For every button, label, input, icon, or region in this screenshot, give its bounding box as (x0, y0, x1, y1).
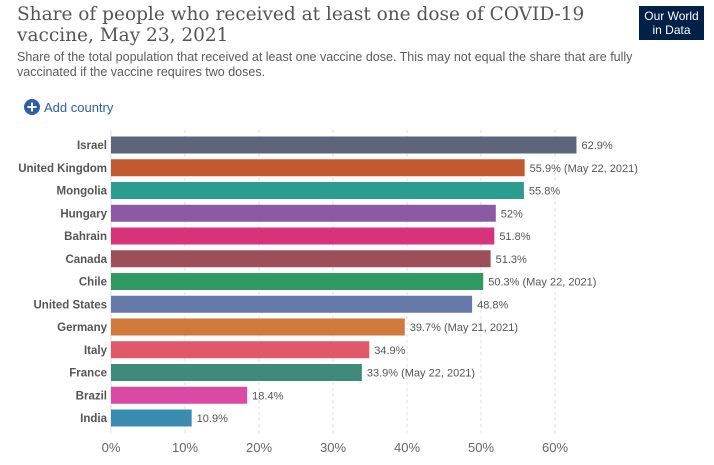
category-label: Chile (79, 277, 107, 289)
logo-line-2: in Data (652, 23, 691, 37)
value-label: 18.4% (252, 390, 283, 402)
bar-chile (111, 273, 484, 290)
x-tick-label: 20% (246, 440, 272, 455)
value-label: 55.8% (529, 186, 560, 198)
value-label: 33.9% (May 22, 2021) (367, 368, 475, 380)
bar-brazil (111, 386, 248, 404)
add-country-button[interactable]: Add country (24, 98, 113, 116)
category-label: Mongolia (57, 186, 108, 198)
x-tick-label: 50% (468, 440, 494, 455)
value-label: 50.3% (May 22, 2021) (488, 277, 596, 289)
bar-france (111, 364, 362, 381)
category-label: France (69, 368, 107, 380)
x-tick-label: 10% (172, 440, 198, 455)
x-tick-label: 40% (394, 440, 420, 455)
owid-logo[interactable]: Our World in Data (639, 6, 704, 40)
category-label: Italy (84, 345, 108, 357)
bar-united-states (111, 295, 473, 313)
bar-hungary (111, 204, 496, 222)
chart-title: Share of people who received at least on… (17, 4, 585, 46)
bar-india (111, 409, 192, 427)
x-tick-label: 0% (102, 440, 121, 455)
add-country-label: Add country (44, 99, 114, 115)
value-label: 34.9% (374, 345, 405, 357)
value-label: 39.7% (May 21, 2021) (410, 322, 518, 334)
bar-bahrain (111, 227, 495, 245)
value-label: 10.9% (197, 413, 228, 425)
x-tick-label: 60% (542, 440, 568, 455)
category-label: Canada (65, 254, 107, 266)
bar-germany (111, 318, 405, 336)
plus-circle-icon (24, 99, 40, 115)
category-label: Israel (77, 140, 107, 152)
value-label: 52% (501, 208, 523, 220)
category-label: Bahrain (64, 231, 107, 243)
category-label: India (80, 413, 107, 425)
chart-subtitle: Share of the total population that recei… (17, 50, 633, 79)
value-label: 51.3% (496, 254, 527, 266)
bar-mongolia (111, 182, 524, 199)
bar-canada (111, 250, 491, 268)
category-label: Brazil (76, 390, 107, 402)
value-label: 51.8% (499, 231, 530, 243)
category-label: Germany (57, 322, 107, 334)
x-tick-label: 30% (320, 440, 346, 455)
value-label: 62.9% (581, 140, 612, 152)
category-label: United Kingdom (18, 163, 107, 175)
category-label: United States (34, 299, 108, 311)
value-label: 55.9% (May 22, 2021) (530, 163, 638, 175)
category-label: Hungary (60, 208, 107, 220)
bar-israel (111, 136, 577, 154)
logo-line-1: Our World (644, 9, 699, 23)
bar-italy (111, 341, 370, 359)
bar-united-kingdom (111, 159, 525, 177)
value-label: 48.8% (477, 299, 508, 311)
